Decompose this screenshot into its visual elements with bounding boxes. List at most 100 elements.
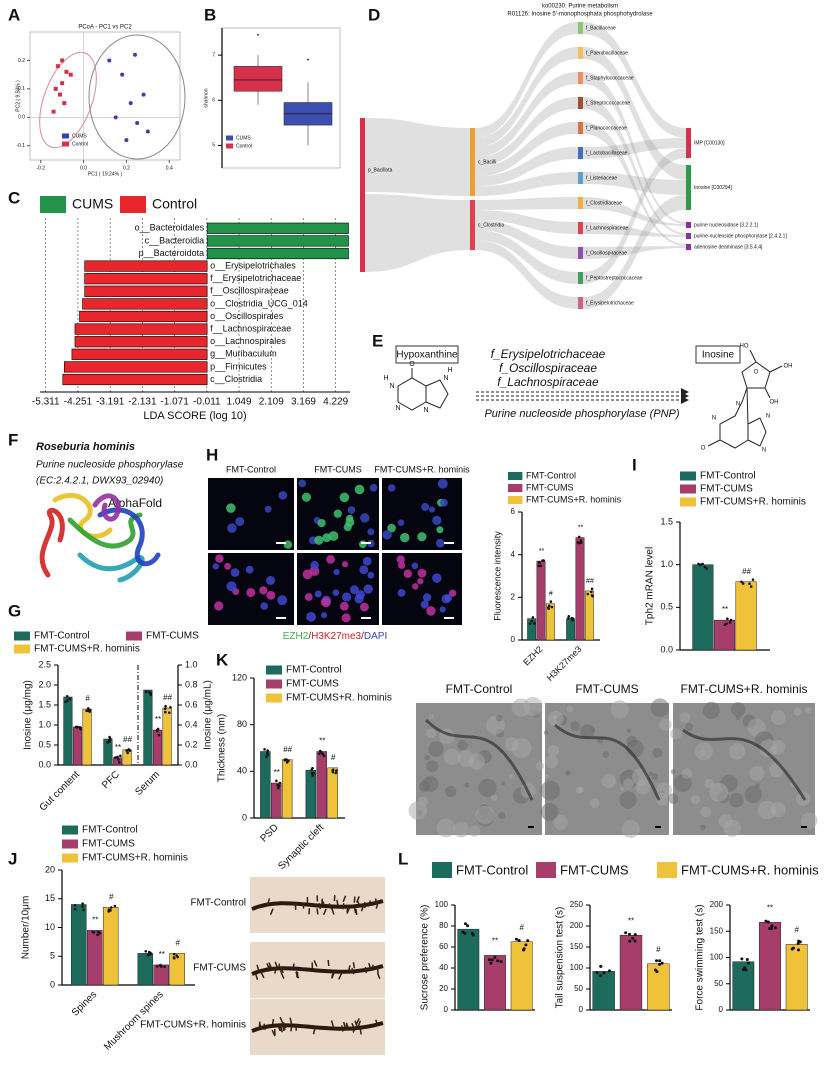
em-texture: [535, 761, 545, 771]
protein-ribbon: [39, 507, 65, 578]
nucleus: [397, 519, 405, 526]
spine: [355, 908, 358, 915]
y-tick-label: 1.0: [185, 659, 198, 669]
atom-label: H: [383, 375, 388, 382]
panel-label: C: [8, 188, 20, 207]
em-texture: [602, 751, 610, 758]
spine: [354, 1020, 358, 1027]
bar: [162, 707, 172, 766]
significance-label: #: [656, 945, 661, 954]
dot: [627, 932, 631, 936]
em-texture: [718, 814, 733, 829]
nucleus: [417, 568, 427, 578]
spine: [318, 903, 321, 910]
dot: [658, 959, 662, 963]
legend-label: FMT-CUMS: [146, 631, 199, 642]
em-texture: [544, 774, 549, 779]
nucleus: [359, 602, 369, 612]
dot: [567, 614, 571, 618]
y-tick-label: 100: [570, 963, 584, 972]
y-tick-label: 6: [212, 98, 215, 104]
bar: [510, 941, 533, 1011]
em-texture: [544, 755, 559, 769]
dot: [602, 971, 606, 975]
y-axis-label: Fluorescence intensity: [492, 531, 502, 621]
legend-swatch: [62, 141, 69, 147]
x-tick-label: Synaptic cleft: [276, 822, 326, 872]
y-tick-label: 0.1: [18, 86, 25, 92]
ids: (EC:2.4.2.1, DWX93_02940): [36, 476, 163, 487]
bar: [647, 963, 670, 1011]
node-label: f_Lachnospiraceae: [586, 225, 628, 231]
y-tick-label: 0.0: [660, 644, 673, 654]
em-texture: [478, 778, 497, 798]
atom-label: O: [701, 446, 706, 452]
dot: [79, 727, 82, 731]
spine: [274, 961, 279, 969]
dot: [278, 781, 282, 785]
nucleus: [417, 532, 427, 542]
legend-label: Control: [72, 141, 88, 147]
nucleus: [412, 583, 419, 590]
nucleus: [396, 555, 405, 564]
dot: [726, 617, 729, 620]
sankey-flow: [583, 197, 686, 226]
legend-label: FMT-Control: [34, 631, 90, 642]
sankey-node: [686, 222, 691, 228]
y-tick-label: 150: [570, 942, 584, 951]
dot: [655, 970, 659, 974]
y-axis-label: Sucrose preference (%): [420, 905, 431, 1011]
dot: [658, 962, 662, 966]
nucleus: [306, 611, 316, 622]
dot: [499, 960, 503, 964]
significance-label: **: [274, 768, 280, 777]
sankey-flow: [583, 222, 686, 237]
nucleus: [301, 492, 312, 502]
sankey-node: [578, 147, 583, 159]
dot: [81, 905, 84, 908]
bar: [62, 373, 208, 386]
y-axis-label: Thickness (nm): [217, 714, 228, 782]
nucleus: [332, 589, 340, 596]
spine: [356, 896, 360, 903]
nucleus: [333, 568, 340, 576]
legend-label: FMT-CUMS+R. hominis: [34, 644, 140, 655]
dot: [109, 906, 113, 909]
legend-swatch: [62, 853, 78, 863]
y-tick-label: 0: [579, 1005, 584, 1014]
y-tick-label: 20: [439, 984, 448, 993]
em-texture: [805, 706, 812, 714]
dot: [159, 964, 162, 967]
node-label: f_Peptostreptococcaceae: [586, 275, 643, 281]
point: [120, 72, 125, 77]
spine: [353, 896, 356, 903]
dot: [73, 903, 77, 907]
dot: [81, 902, 84, 905]
nucleus: [354, 594, 364, 604]
y-tick-label: 2: [511, 592, 516, 601]
significance-label: #: [794, 925, 799, 934]
panel-label: K: [216, 650, 229, 669]
nucleus: [321, 612, 328, 619]
y-axis-label: Number/10μm: [21, 896, 32, 960]
legend-swatch: [680, 497, 696, 507]
dot: [751, 578, 755, 581]
em-texture: [709, 782, 729, 802]
spine: [340, 1025, 344, 1032]
em-texture: [728, 743, 746, 760]
bar: [584, 590, 594, 641]
legend-swatch: [508, 483, 523, 493]
image-label: FMT-CUMS: [193, 963, 246, 974]
point: [60, 81, 65, 86]
taxon-label: f_Erysipelotrichaceae: [491, 347, 606, 361]
enzyme-label: Purine nucleoside phosphorylase (PNP): [484, 408, 679, 420]
atom-label: O: [409, 361, 415, 368]
x-tick-label: -1.071: [160, 397, 189, 408]
chart-title: PCoA - PC1 vs PC2: [78, 25, 132, 31]
dot: [796, 948, 800, 952]
nucleus: [302, 569, 313, 580]
node-label: f_Clostridiaceae: [586, 200, 622, 206]
dot: [590, 587, 594, 591]
em-texture: [501, 781, 506, 786]
spine: [374, 1019, 379, 1026]
